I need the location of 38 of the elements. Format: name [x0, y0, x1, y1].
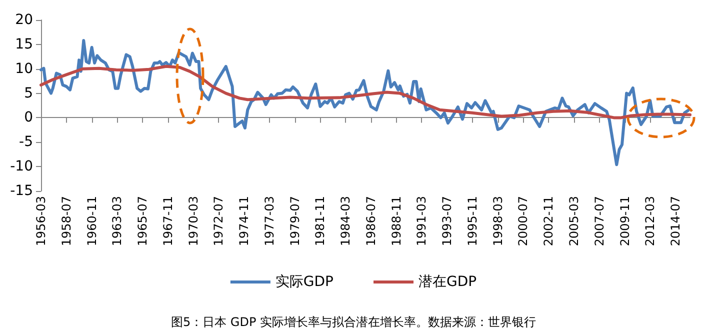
x-tick-label: 1956-03: [34, 196, 48, 246]
x-tick-label: 1965-07: [136, 196, 150, 246]
y-tick-label: 20: [15, 12, 33, 28]
x-tick-label: 1967-11: [160, 196, 175, 246]
x-tick-label: 1970-03: [186, 196, 200, 246]
x-tick-label: 1963-03: [110, 196, 124, 246]
x-tick-label: 1974-11: [237, 196, 252, 246]
x-tick-label: 1972-07: [212, 196, 226, 246]
x-tick-label: 2007-07: [592, 196, 606, 246]
y-tick-label: -15: [10, 183, 33, 199]
x-tick-label: 2000-07: [516, 196, 530, 246]
legend-label: 实际GDP: [275, 274, 334, 290]
y-tick-label: 5: [24, 85, 33, 102]
y-tick-label: -5: [19, 134, 33, 150]
x-tick-label: 2005-03: [566, 196, 581, 246]
x-tick-label: 2012-03: [643, 196, 658, 246]
x-tick-label: 1986-07: [364, 196, 378, 246]
x-tick-label: 2009-11: [618, 196, 632, 246]
x-tick-label: 2014-07: [668, 196, 682, 246]
x-tick-label: 1988-11: [389, 196, 404, 246]
x-tick-label: 1995-11: [465, 196, 480, 246]
x-tick-label: 1993-07: [440, 196, 454, 246]
x-tick-label: 1958-07: [59, 196, 74, 246]
y-tick-label: 0: [24, 110, 33, 126]
caption: 图5：日本 GDP 实际增长率与拟合潜在增长率。数据来源：世界银行: [170, 315, 536, 329]
x-tick-label: 1991-03: [414, 196, 429, 246]
x-tick-label: 1960-11: [84, 196, 99, 246]
y-tick-label: 10: [15, 60, 33, 77]
x-tick-label: 1998-03: [490, 196, 505, 246]
x-tick-label: 1981-11: [313, 196, 328, 246]
y-tick-label: 15: [15, 36, 33, 52]
y-tick-label: -10: [10, 158, 33, 175]
x-tick-label: 2002-11: [542, 196, 556, 246]
x-tick-label: 1979-07: [288, 196, 302, 246]
line-series: [40, 64, 692, 120]
x-tick-label: 1984-03: [338, 196, 353, 246]
legend-label: 潜在GDP: [418, 274, 477, 290]
x-tick-label: 1977-03: [262, 196, 276, 246]
